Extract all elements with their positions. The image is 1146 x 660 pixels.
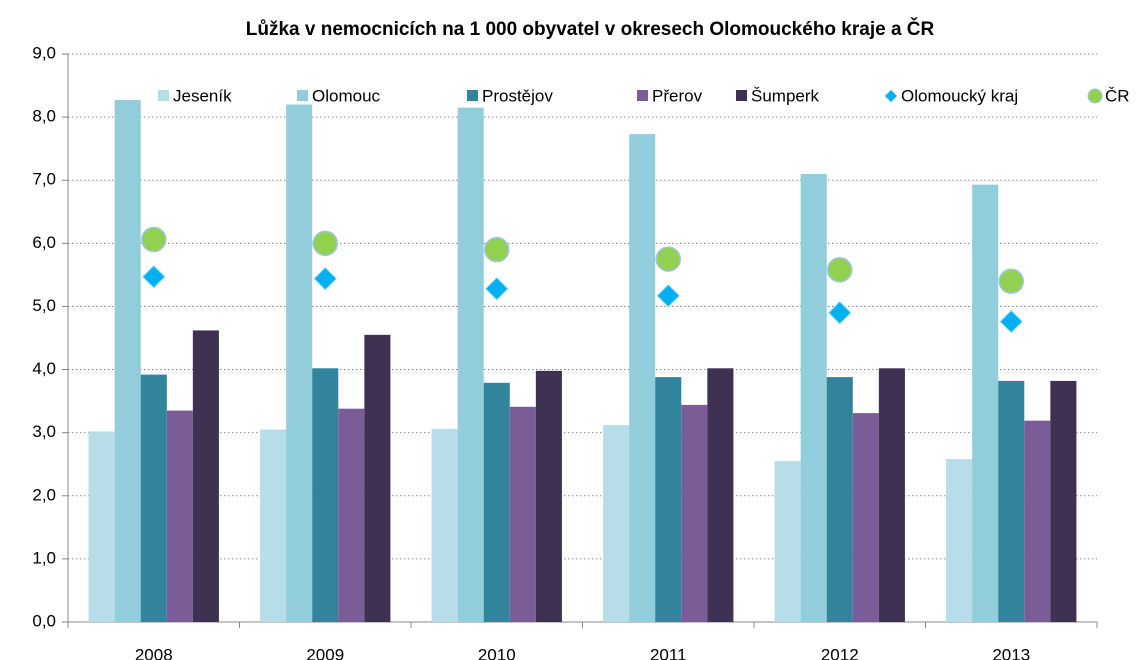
- y-tick-label: 7,0: [32, 170, 56, 189]
- y-tick-label: 3,0: [32, 422, 56, 441]
- x-tick-label: 2012: [821, 645, 859, 660]
- bar: [509, 406, 536, 622]
- point: [827, 257, 853, 283]
- point: [828, 301, 852, 325]
- bar: [192, 330, 219, 622]
- bar: [140, 374, 167, 622]
- bar: [457, 107, 484, 622]
- bar: [681, 404, 708, 622]
- legend-label: Olomoucký kraj: [901, 86, 1018, 105]
- legend-swatch: [158, 90, 169, 101]
- y-tick-label: 2,0: [32, 485, 56, 504]
- x-tick-label: 2013: [992, 645, 1030, 660]
- bar: [603, 425, 630, 622]
- bar: [260, 429, 287, 622]
- bar: [998, 380, 1025, 622]
- y-tick-label: 1,0: [32, 548, 56, 567]
- y-tick-label: 8,0: [32, 107, 56, 126]
- y-tick-label: 0,0: [32, 611, 56, 630]
- point: [998, 268, 1024, 294]
- point: [656, 284, 680, 308]
- legend-label: Jeseník: [173, 86, 232, 105]
- legend-swatch: [736, 90, 747, 101]
- x-tick-label: 2009: [306, 645, 344, 660]
- bar: [946, 459, 973, 622]
- bar: [312, 368, 339, 622]
- legend-swatch: [885, 90, 897, 102]
- bar: [166, 410, 193, 622]
- y-tick-label: 6,0: [32, 233, 56, 252]
- legend-label: Přerov: [652, 86, 703, 105]
- point: [141, 226, 167, 253]
- legend-label: ČR: [1105, 86, 1130, 105]
- bar: [774, 461, 801, 622]
- y-tick-label: 4,0: [32, 359, 56, 378]
- bar: [1024, 420, 1051, 622]
- y-tick-label: 9,0: [32, 43, 56, 62]
- point: [999, 309, 1023, 334]
- y-tick-label: 5,0: [32, 296, 56, 315]
- point: [312, 230, 338, 257]
- legend-swatch: [1087, 88, 1103, 104]
- bar: [878, 368, 905, 622]
- point: [485, 277, 509, 301]
- bar: [431, 428, 458, 622]
- legend-swatch: [637, 90, 648, 101]
- bar: [286, 104, 313, 622]
- point: [484, 236, 510, 263]
- bar: [629, 134, 656, 622]
- legend-label: Olomouc: [312, 86, 381, 105]
- bar: [114, 100, 141, 623]
- legend-label: Prostějov: [482, 86, 553, 105]
- x-tick-label: 2011: [650, 645, 687, 660]
- legend-swatch: [297, 90, 308, 101]
- bar: [88, 431, 115, 622]
- x-tick-label: 2008: [135, 645, 173, 660]
- bar: [338, 408, 365, 622]
- legend-label: Šumperk: [751, 86, 820, 105]
- legend-swatch: [467, 90, 478, 101]
- bar: [800, 173, 827, 622]
- chart-title: Lůžka v nemocnicích na 1 000 obyvatel v …: [246, 18, 935, 40]
- bar: [826, 377, 853, 622]
- point: [655, 246, 681, 272]
- bar: [1050, 380, 1077, 622]
- point: [313, 266, 337, 291]
- bar: [535, 370, 562, 622]
- point: [142, 265, 166, 289]
- bar: [707, 368, 734, 622]
- bar: [852, 413, 879, 622]
- bar: [972, 184, 999, 622]
- bar: [655, 377, 682, 622]
- bar: [483, 382, 510, 622]
- bar: [364, 334, 391, 622]
- x-tick-label: 2010: [478, 645, 516, 660]
